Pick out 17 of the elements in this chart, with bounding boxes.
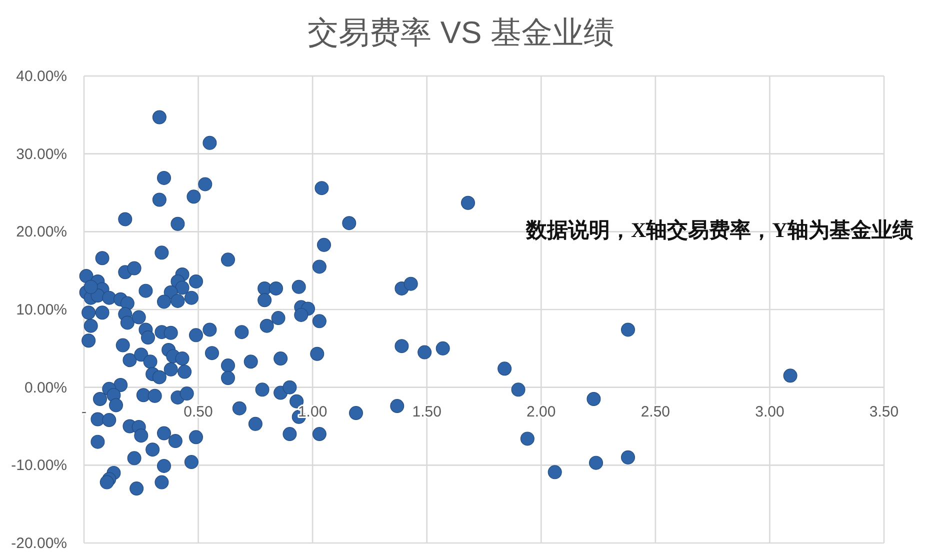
x-tick-label: 3.50 <box>869 403 899 420</box>
x-tick-label: - <box>82 403 86 420</box>
x-tick-label: 0.50 <box>184 403 213 420</box>
y-tick-label: -20.00% <box>11 535 67 552</box>
y-tick-label: 20.00% <box>16 224 67 241</box>
x-tick-label: 3.00 <box>755 403 784 420</box>
y-tick-label: 30.00% <box>16 146 67 163</box>
y-tick-label: 0.00% <box>24 379 67 396</box>
y-tick-label: 40.00% <box>16 68 67 85</box>
y-tick-label: -10.00% <box>11 457 67 474</box>
x-tick-label: 1.50 <box>412 403 442 420</box>
x-tick-label: 2.00 <box>526 403 556 420</box>
annotation: 数据说明，X轴交易费率，Y轴为基金业绩 <box>526 218 914 242</box>
x-tick-label: 1.00 <box>298 403 328 420</box>
x-tick-label: 2.50 <box>640 403 670 420</box>
y-tick-label: 10.00% <box>16 302 67 318</box>
title: 交易费率 VS 基金业绩 <box>308 15 614 50</box>
